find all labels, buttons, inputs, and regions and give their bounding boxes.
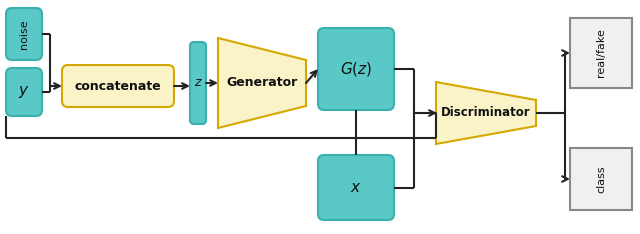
Bar: [570, 148, 632, 210]
FancyBboxPatch shape: [62, 65, 174, 107]
FancyBboxPatch shape: [190, 42, 206, 124]
Text: concatenate: concatenate: [75, 80, 161, 92]
Text: $z$: $z$: [193, 77, 202, 89]
Polygon shape: [218, 38, 306, 128]
Text: Generator: Generator: [227, 77, 298, 89]
FancyBboxPatch shape: [6, 8, 42, 60]
FancyBboxPatch shape: [318, 155, 394, 220]
Bar: [570, 18, 632, 88]
Text: $x$: $x$: [350, 180, 362, 195]
Text: $G(z)$: $G(z)$: [340, 60, 372, 78]
Text: Discriminator: Discriminator: [441, 106, 531, 120]
Text: real/fake: real/fake: [596, 29, 606, 77]
Polygon shape: [436, 82, 536, 144]
Text: $y$: $y$: [18, 84, 30, 100]
Text: noise: noise: [19, 19, 29, 49]
FancyBboxPatch shape: [318, 28, 394, 110]
Text: class: class: [596, 165, 606, 193]
FancyBboxPatch shape: [6, 68, 42, 116]
